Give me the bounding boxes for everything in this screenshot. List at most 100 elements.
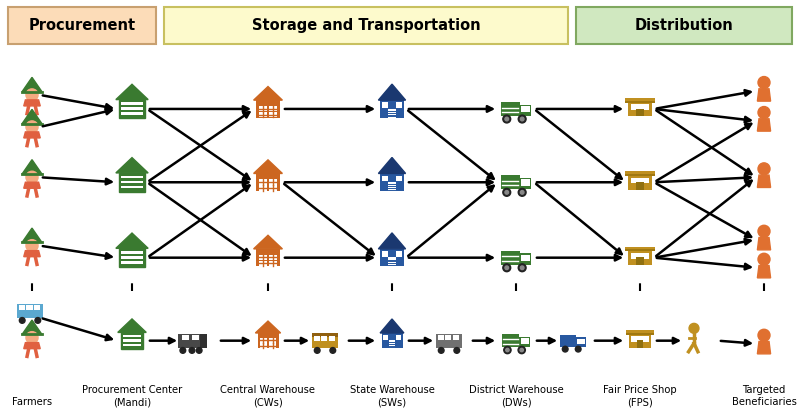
Bar — [380, 173, 404, 191]
Text: Fair Price Shop
(FPS): Fair Price Shop (FPS) — [603, 385, 677, 407]
Circle shape — [454, 348, 460, 353]
Circle shape — [26, 121, 38, 133]
Circle shape — [180, 348, 186, 353]
Circle shape — [520, 348, 523, 352]
Text: Distribution: Distribution — [634, 18, 734, 33]
Bar — [631, 178, 649, 184]
Bar — [164, 7, 568, 44]
Polygon shape — [22, 78, 42, 92]
Circle shape — [314, 348, 320, 353]
Circle shape — [505, 266, 509, 269]
Bar — [396, 335, 401, 340]
Bar — [438, 335, 444, 340]
Text: Targeted
Beneficiaries: Targeted Beneficiaries — [731, 385, 797, 407]
Bar — [192, 334, 199, 340]
Polygon shape — [116, 233, 148, 248]
Bar — [626, 333, 654, 335]
Bar — [388, 109, 396, 118]
Circle shape — [503, 264, 510, 272]
Bar — [625, 171, 655, 176]
Circle shape — [504, 347, 511, 354]
Polygon shape — [380, 319, 404, 333]
Bar — [312, 333, 338, 337]
Polygon shape — [378, 233, 406, 249]
Circle shape — [505, 191, 509, 194]
Bar — [119, 173, 145, 191]
Bar — [519, 178, 531, 189]
Bar — [258, 255, 267, 260]
Bar — [625, 174, 655, 176]
Bar — [269, 106, 278, 111]
Text: District Warehouse
(DWs): District Warehouse (DWs) — [469, 385, 563, 407]
Polygon shape — [24, 251, 40, 257]
Bar — [260, 338, 267, 343]
Bar — [258, 179, 267, 184]
Bar — [631, 104, 649, 110]
Bar — [322, 336, 327, 341]
Bar — [260, 344, 267, 348]
Bar — [256, 100, 280, 118]
Bar — [631, 253, 649, 259]
Bar — [436, 334, 462, 348]
Bar — [577, 339, 585, 344]
Circle shape — [518, 115, 526, 123]
Bar — [502, 334, 519, 347]
Bar — [269, 112, 278, 117]
Bar — [122, 261, 142, 264]
Polygon shape — [758, 89, 770, 101]
Bar — [453, 335, 458, 340]
Bar — [631, 336, 649, 342]
Circle shape — [196, 348, 202, 353]
Bar — [269, 255, 278, 260]
Bar — [389, 340, 395, 348]
Bar — [314, 336, 320, 341]
Bar — [637, 340, 643, 348]
Bar — [521, 255, 530, 261]
Bar — [8, 7, 156, 44]
Circle shape — [518, 264, 526, 272]
Bar — [258, 106, 267, 111]
Polygon shape — [255, 321, 281, 333]
Circle shape — [758, 329, 770, 341]
Circle shape — [35, 318, 41, 323]
Bar — [519, 337, 530, 347]
Bar — [383, 335, 388, 340]
Circle shape — [520, 117, 524, 121]
Bar — [628, 101, 652, 116]
Bar — [560, 335, 576, 347]
Polygon shape — [24, 132, 40, 138]
Circle shape — [758, 163, 770, 175]
Polygon shape — [378, 158, 406, 173]
Bar — [382, 333, 402, 348]
Bar — [178, 334, 206, 348]
Circle shape — [758, 225, 770, 237]
Bar — [122, 107, 142, 110]
Bar — [576, 7, 792, 44]
Bar — [396, 251, 402, 257]
Polygon shape — [116, 158, 148, 173]
Polygon shape — [22, 228, 42, 242]
Circle shape — [575, 346, 581, 352]
Bar — [519, 105, 531, 116]
Bar — [396, 176, 402, 181]
Circle shape — [26, 240, 38, 252]
Circle shape — [330, 348, 336, 353]
Polygon shape — [24, 100, 40, 106]
Bar — [521, 179, 530, 186]
Bar — [119, 248, 145, 267]
Bar — [119, 100, 145, 118]
Bar — [382, 102, 388, 108]
Bar — [521, 338, 529, 344]
Polygon shape — [758, 238, 770, 250]
Circle shape — [758, 77, 770, 88]
Bar — [382, 251, 388, 257]
Polygon shape — [22, 160, 42, 174]
Text: Farmers: Farmers — [12, 397, 52, 407]
Bar — [521, 106, 530, 112]
Bar — [200, 334, 207, 348]
Bar — [501, 175, 519, 189]
Bar — [122, 344, 142, 346]
Circle shape — [520, 191, 524, 194]
Bar — [519, 253, 531, 265]
Circle shape — [189, 348, 195, 353]
